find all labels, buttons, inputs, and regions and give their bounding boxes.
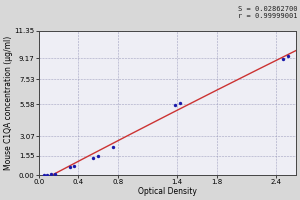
Point xyxy=(173,104,178,107)
Point xyxy=(44,173,49,176)
Point xyxy=(178,102,183,105)
Y-axis label: Mouse C1QA concentration (μg/ml): Mouse C1QA concentration (μg/ml) xyxy=(4,36,13,170)
Point xyxy=(68,165,73,169)
Point xyxy=(280,57,285,60)
Point xyxy=(286,54,290,57)
Point xyxy=(48,173,53,176)
Point xyxy=(41,173,46,176)
Text: S = 0.02862700
r = 0.99999001: S = 0.02862700 r = 0.99999001 xyxy=(238,6,297,19)
Point xyxy=(72,165,77,168)
Point xyxy=(111,146,116,149)
Point xyxy=(96,155,100,158)
Point xyxy=(52,173,57,176)
Point xyxy=(91,156,96,159)
X-axis label: Optical Density: Optical Density xyxy=(138,187,197,196)
